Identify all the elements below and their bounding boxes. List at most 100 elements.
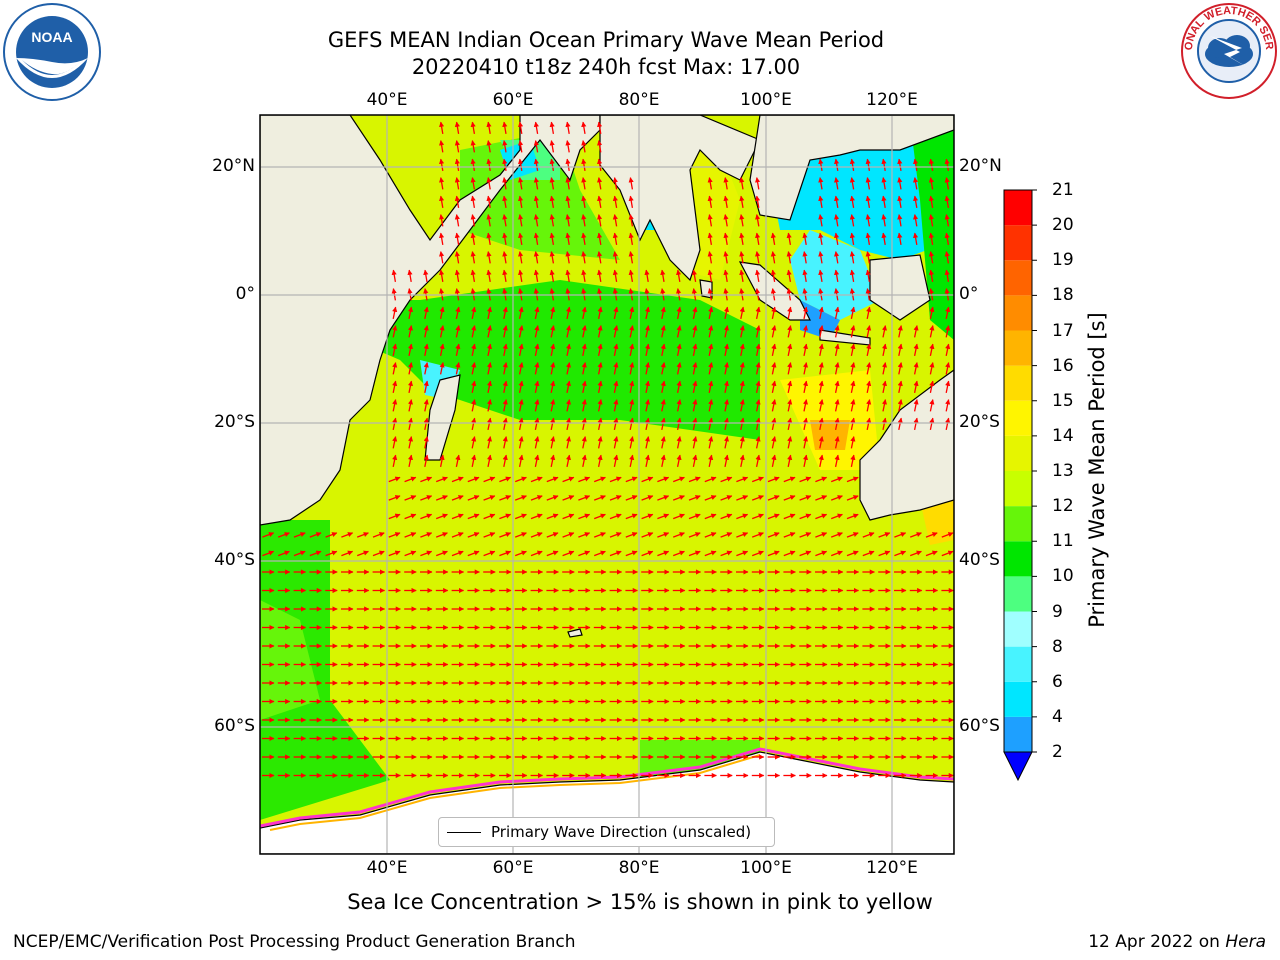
wave-direction-arrow — [609, 495, 622, 501]
wave-direction-arrow — [676, 306, 682, 320]
wave-direction-arrow — [593, 513, 606, 520]
lat-label-right: 0° — [959, 284, 979, 304]
wave-direction-arrow — [404, 513, 417, 520]
wave-direction-arrow — [392, 454, 398, 468]
wave-direction-arrow — [609, 532, 622, 538]
wave-direction-arrow — [834, 343, 840, 357]
wave-direction-arrow — [454, 158, 460, 172]
wave-direction-arrow — [486, 325, 493, 338]
colorbar-tick-label: 16 — [1052, 355, 1074, 376]
wave-direction-arrow — [708, 362, 714, 375]
wave-direction-arrow — [660, 454, 666, 468]
wave-direction-arrow — [388, 513, 401, 520]
colorbar-bin — [1004, 576, 1032, 612]
wave-direction-arrow — [471, 417, 477, 431]
wave-direction-arrow — [799, 513, 812, 520]
wave-direction-arrow — [846, 532, 859, 538]
wave-direction-arrow — [688, 532, 701, 538]
wave-direction-arrow — [356, 532, 369, 538]
wave-direction-arrow — [692, 417, 698, 431]
wave-direction-arrow — [818, 343, 824, 357]
wave-direction-arrow — [897, 343, 903, 357]
wave-direction-arrow — [704, 550, 717, 557]
wave-direction-arrow — [672, 495, 685, 501]
lat-label-left: 40°S — [214, 550, 255, 570]
wave-direction-arrow — [850, 436, 856, 449]
wave-direction-arrow — [660, 362, 666, 375]
wave-direction-arrow — [787, 362, 793, 375]
footer-credit: NCEP/EMC/Verification Post Processing Pr… — [13, 932, 576, 952]
wave-direction-arrow — [818, 195, 824, 209]
wave-direction-arrow — [471, 343, 477, 357]
wave-direction-arrow — [751, 476, 764, 483]
wave-direction-arrow — [708, 306, 714, 320]
wave-direction-arrow — [704, 495, 717, 501]
wave-direction-arrow — [866, 306, 872, 320]
wave-direction-arrow — [518, 232, 524, 246]
wave-direction-arrow — [736, 476, 749, 483]
wave-direction-arrow — [739, 251, 745, 264]
colorbar-bin — [1004, 400, 1032, 436]
wave-direction-arrow — [581, 380, 587, 394]
wave-direction-arrow — [849, 214, 855, 227]
wave-direction-arrow — [439, 232, 445, 246]
wave-direction-arrow — [597, 251, 603, 264]
wave-direction-arrow — [834, 399, 840, 412]
wave-direction-arrow — [629, 380, 635, 394]
wave-direction-arrow — [913, 399, 919, 412]
wave-direction-arrow — [945, 306, 951, 320]
colorbar-tick-label: 21 — [1052, 180, 1074, 200]
wave-direction-arrow — [834, 436, 840, 449]
wave-direction-arrow — [818, 362, 824, 375]
wave-direction-arrow — [470, 195, 476, 209]
wave-direction-arrow — [723, 343, 730, 357]
lat-label-left: 20°N — [212, 156, 255, 176]
wave-direction-arrow — [470, 214, 476, 227]
wave-direction-arrow — [802, 454, 809, 468]
wave-direction-arrow — [834, 214, 840, 227]
colorbar-title: Primary Wave Mean Period [s] — [1085, 312, 1109, 628]
wave-direction-arrow — [941, 550, 954, 557]
wave-direction-arrow — [818, 417, 824, 431]
wave-direction-arrow — [723, 325, 730, 338]
wave-direction-arrow — [802, 343, 809, 357]
wave-direction-arrow — [581, 121, 587, 135]
wave-direction-arrow — [641, 532, 654, 538]
wave-direction-arrow — [593, 495, 606, 501]
wave-direction-arrow — [770, 251, 776, 264]
wave-direction-arrow — [486, 454, 493, 468]
wave-direction-arrow — [802, 417, 809, 431]
wave-direction-arrow — [865, 232, 871, 246]
wave-direction-arrow — [435, 495, 448, 501]
wave-direction-arrow — [293, 532, 306, 538]
wave-direction-arrow — [546, 513, 559, 520]
wave-direction-arrow — [866, 325, 872, 338]
wave-direction-arrow — [850, 343, 856, 357]
wave-direction-arrow — [518, 251, 524, 264]
wave-direction-arrow — [407, 417, 414, 431]
wave-direction-arrow — [451, 476, 464, 483]
wave-direction-arrow — [909, 550, 922, 557]
wave-direction-arrow — [549, 195, 555, 209]
wave-direction-arrow — [739, 269, 745, 283]
wave-direction-arrow — [565, 214, 571, 227]
wave-direction-arrow — [581, 454, 587, 468]
colorbar-bin — [1004, 190, 1032, 226]
wave-direction-arrow — [502, 454, 508, 468]
wave-direction-arrow — [818, 177, 824, 190]
wave-direction-arrow — [945, 343, 951, 357]
wave-direction-arrow — [565, 251, 571, 264]
wave-direction-arrow — [881, 362, 888, 375]
wave-direction-arrow — [866, 417, 872, 431]
wave-direction-arrow — [549, 269, 555, 283]
wave-direction-arrow — [909, 532, 922, 538]
wave-direction-arrow — [530, 513, 543, 520]
wave-direction-arrow — [739, 325, 745, 338]
wave-direction-arrow — [644, 325, 651, 338]
wave-direction-arrow — [676, 362, 682, 375]
wave-direction-arrow — [834, 380, 840, 394]
wave-direction-arrow — [423, 269, 429, 283]
wave-direction-arrow — [502, 232, 508, 246]
lon-label-top: 40°E — [366, 90, 408, 110]
wave-direction-arrow — [739, 214, 745, 227]
